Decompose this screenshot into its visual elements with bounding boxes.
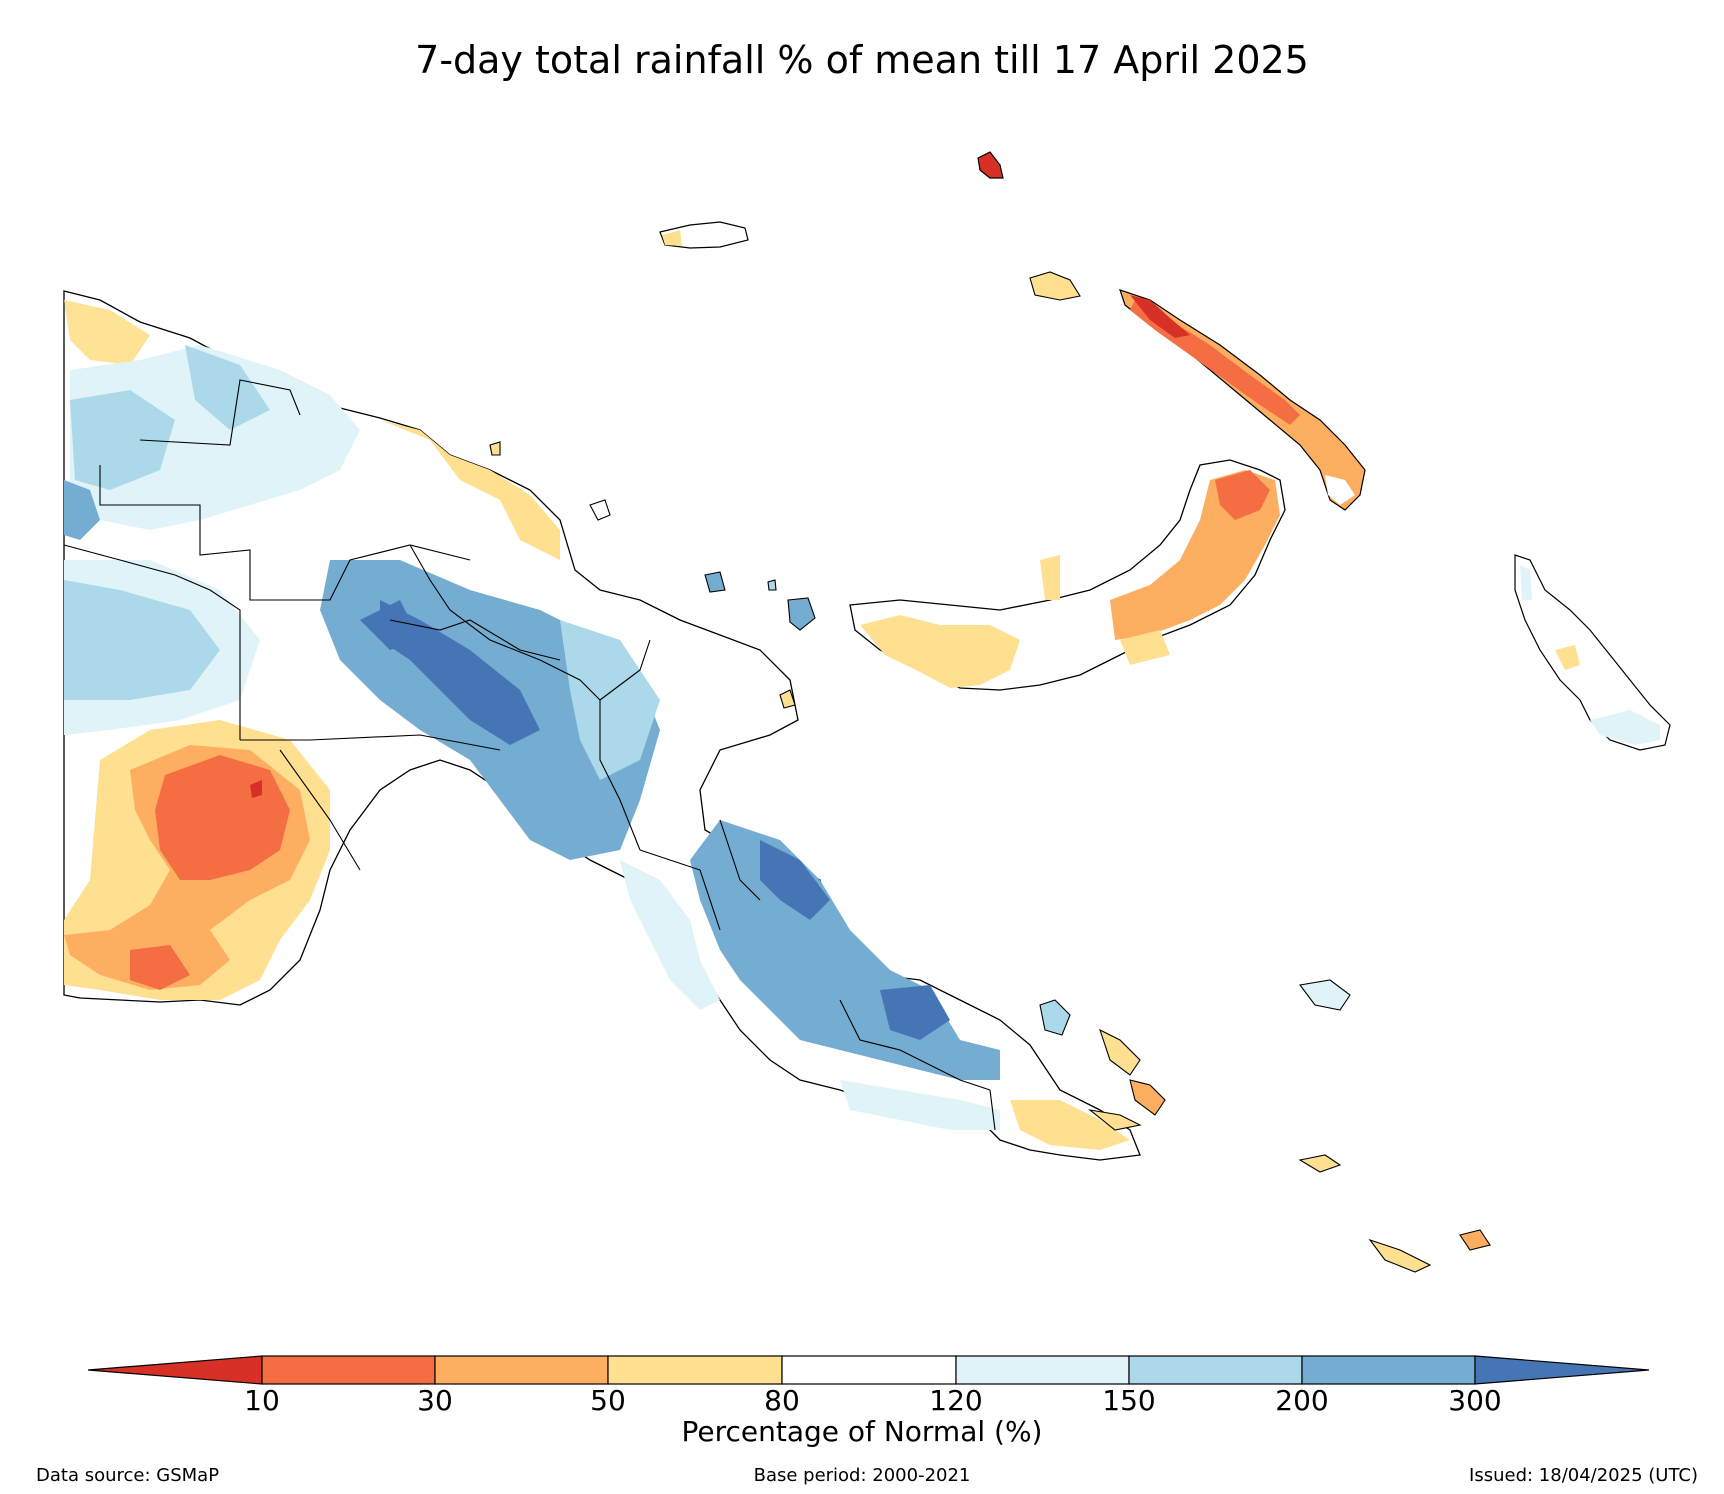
zone-200-300-west <box>64 480 100 540</box>
province-borders <box>63 379 996 1131</box>
bougainville <box>1514 554 1671 751</box>
zone-120-150-south-coast <box>620 860 720 1010</box>
colorbar-tick: 10 <box>244 1384 280 1417</box>
colorbar-tick: 30 <box>417 1384 453 1417</box>
manus-island <box>659 221 749 249</box>
colorbar-segment <box>955 1355 1130 1385</box>
bougainville-zone-120-150 <box>1520 565 1660 745</box>
colorbar-tick: 120 <box>929 1384 983 1417</box>
milne-bay-islands <box>1039 979 1491 1273</box>
nb-zone-50-80-south <box>1120 630 1170 665</box>
manus-zone-50-80 <box>662 230 682 246</box>
zone-50-80-north-coast <box>380 420 560 560</box>
north-coast-islands <box>489 441 816 709</box>
new-britain <box>849 459 1286 691</box>
zone-200-300-papua-tail <box>690 820 1000 1080</box>
issued-date: Issued: 18/04/2025 (UTC) <box>1469 1465 1698 1486</box>
colorbar-segment <box>781 1355 957 1385</box>
colorbar-segment <box>607 1355 783 1385</box>
base-period: Base period: 2000-2021 <box>753 1465 971 1486</box>
manus-islands <box>659 151 1004 249</box>
zone-below-80-north <box>64 300 150 365</box>
colorbar-tick: 80 <box>764 1384 800 1417</box>
zone-10-30-southwest <box>130 755 290 990</box>
ni-zone-below-10 <box>1130 295 1190 338</box>
colorbar <box>87 1355 1650 1385</box>
zone-above-300-highlands <box>360 600 540 745</box>
colorbar-tick: 300 <box>1448 1384 1502 1417</box>
colorbar-segment <box>434 1355 609 1385</box>
zone-below-10-southwest <box>250 780 262 798</box>
zone-150-200-nw <box>70 345 270 490</box>
colorbar-tick: 200 <box>1275 1384 1329 1417</box>
bougainville-zone-50-80 <box>1555 645 1580 670</box>
colorbar-extend-high <box>1474 1355 1650 1385</box>
colorbar-extend-low <box>87 1355 263 1385</box>
zone-120-150-east-tip <box>840 1080 1000 1130</box>
buka-island <box>977 151 1004 179</box>
colorbar-tick: 150 <box>1102 1384 1156 1417</box>
bougainville-land <box>1514 554 1671 751</box>
map-title: 7-day total rainfall % of mean till 17 A… <box>415 38 1309 82</box>
zone-150-200-west-central <box>64 580 220 700</box>
mainland <box>63 290 1141 1161</box>
zone-150-200-central <box>560 620 660 780</box>
colorbar-label: Percentage of Normal (%) <box>681 1415 1043 1448</box>
colorbar-segment <box>261 1355 436 1385</box>
data-source: Data source: GSMaP <box>36 1465 220 1486</box>
zone-50-80-east-tip <box>1010 1100 1130 1150</box>
colorbar-segment <box>1128 1355 1303 1385</box>
nb-zone-10-30 <box>1215 470 1270 520</box>
ni-zone-white-south <box>1325 475 1355 505</box>
zone-120-150-nw <box>70 345 360 530</box>
zone-above-300-papua-tail <box>760 840 950 1040</box>
nb-zone-50-80 <box>860 555 1060 688</box>
colorbar-tick: 50 <box>590 1384 626 1417</box>
colorbar-segment <box>1301 1355 1476 1385</box>
new-hanover <box>1029 271 1081 301</box>
new-ireland <box>1029 271 1366 511</box>
